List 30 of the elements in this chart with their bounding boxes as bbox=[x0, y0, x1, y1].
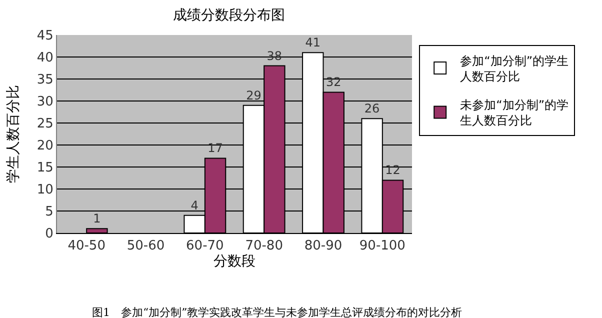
legend-label: 未参加“加分制”的学生人数百分比 bbox=[460, 98, 569, 128]
x-tick-label: 50-60 bbox=[126, 238, 165, 254]
x-tick-label: 80-90 bbox=[304, 238, 342, 254]
data-label: 41 bbox=[305, 36, 321, 50]
y-tick-label: 0 bbox=[45, 226, 54, 242]
data-label: 26 bbox=[364, 102, 380, 116]
data-label: 17 bbox=[208, 141, 223, 156]
caption: 图1 参加“加分制”教学实践改革学生与未参加学生总评成绩分布的对比分析 bbox=[92, 306, 462, 318]
y-tick-label: 30 bbox=[36, 94, 54, 110]
y-tick-label: 5 bbox=[45, 204, 54, 220]
y-tick-label: 15 bbox=[36, 160, 54, 176]
chart-title: 成绩分数段分布图 bbox=[172, 7, 285, 24]
data-label: 12 bbox=[385, 163, 400, 178]
y-axis-title: 学生人数百分比 bbox=[5, 85, 22, 183]
y-tick-label: 25 bbox=[36, 116, 54, 132]
y-tick-label: 40 bbox=[36, 50, 54, 66]
y-tick-label: 45 bbox=[36, 28, 54, 44]
data-label: 29 bbox=[246, 88, 262, 102]
x-axis-title: 分数段 bbox=[214, 254, 256, 270]
x-tick-label: 70-80 bbox=[245, 238, 283, 254]
x-tick-label: 90-100 bbox=[359, 238, 406, 254]
data-label: 4 bbox=[190, 198, 198, 212]
y-tick-label: 35 bbox=[36, 72, 54, 88]
x-tick-label: 60-70 bbox=[186, 238, 224, 254]
y-tick-label: 20 bbox=[36, 138, 54, 154]
y-tick-label: 10 bbox=[36, 182, 54, 198]
legend-label: 参加“加分制”的学生人数百分比 bbox=[460, 54, 569, 84]
data-label: 1 bbox=[93, 212, 101, 226]
x-tick-label: 40-50 bbox=[68, 238, 106, 254]
data-label: 32 bbox=[326, 75, 342, 90]
